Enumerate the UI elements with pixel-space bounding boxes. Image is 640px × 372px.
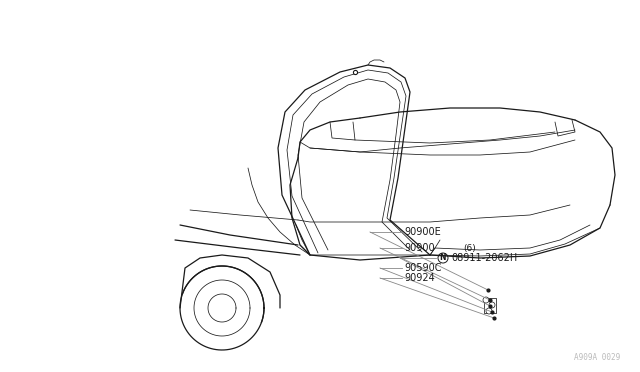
Text: A909A 0029: A909A 0029 bbox=[573, 353, 620, 362]
Circle shape bbox=[483, 297, 489, 303]
Text: 90900: 90900 bbox=[404, 243, 435, 253]
Text: 08911-2062H: 08911-2062H bbox=[451, 253, 517, 263]
Circle shape bbox=[486, 308, 492, 314]
Text: 90900E: 90900E bbox=[404, 227, 441, 237]
Text: 90590C: 90590C bbox=[404, 263, 442, 273]
Text: N: N bbox=[440, 253, 446, 263]
Text: (6): (6) bbox=[463, 244, 476, 253]
Circle shape bbox=[489, 302, 495, 308]
Text: 90924: 90924 bbox=[404, 273, 435, 283]
